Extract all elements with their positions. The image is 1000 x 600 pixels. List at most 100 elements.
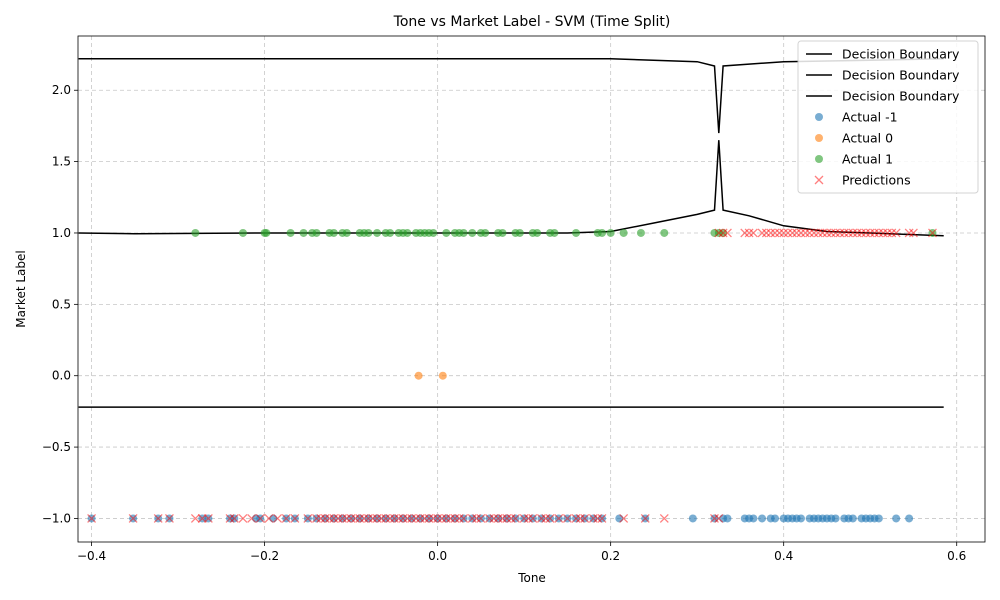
prediction-point bbox=[857, 228, 867, 238]
data-point-actual--1 bbox=[874, 514, 883, 523]
prediction-point bbox=[870, 228, 879, 238]
decision-boundary-line bbox=[78, 140, 944, 237]
legend: Decision Boundary Decision Boundary Decisi… bbox=[797, 40, 979, 194]
prediction-point bbox=[420, 513, 430, 523]
prediction-point bbox=[796, 228, 806, 238]
data-point-actual--1 bbox=[796, 514, 805, 523]
legend-label: Actual -1 bbox=[842, 110, 898, 125]
prediction-point bbox=[541, 513, 551, 523]
grid bbox=[78, 36, 985, 542]
prediction-point bbox=[316, 513, 326, 523]
prediction-point bbox=[766, 228, 776, 238]
data-point-actual-1 bbox=[515, 228, 524, 237]
prediction-point bbox=[128, 513, 138, 523]
legend-entry: Actual -1 bbox=[815, 110, 898, 125]
prediction-point bbox=[524, 513, 533, 523]
prediction-point bbox=[381, 513, 391, 523]
data-point-actual-1 bbox=[533, 228, 542, 237]
data-point-actual-1 bbox=[364, 228, 373, 237]
prediction-point bbox=[506, 513, 516, 523]
prediction-point bbox=[264, 513, 274, 523]
data-point-actual-0 bbox=[438, 371, 447, 380]
prediction-point bbox=[398, 513, 408, 523]
legend-entry: Actual 1 bbox=[815, 152, 893, 167]
prediction-point bbox=[580, 513, 590, 523]
data-point-actual--1 bbox=[905, 514, 914, 523]
prediction-point bbox=[329, 513, 339, 523]
prediction-point bbox=[203, 513, 213, 523]
prediction-point bbox=[441, 513, 451, 523]
prediction-point bbox=[281, 513, 291, 523]
legend-box bbox=[797, 40, 979, 194]
legend-cross-swatch bbox=[814, 175, 824, 185]
data-point-actual--1 bbox=[615, 514, 624, 523]
prediction-point bbox=[225, 513, 235, 523]
y-tick-label: 1.0 bbox=[52, 226, 71, 240]
prediction-point bbox=[800, 228, 810, 238]
x-tick-label: 0.0 bbox=[428, 549, 447, 563]
x-tick-label: 0.2 bbox=[601, 549, 620, 563]
prediction-point bbox=[744, 228, 754, 238]
prediction-point bbox=[597, 513, 607, 523]
prediction-point bbox=[813, 228, 823, 238]
data-point-actual-1 bbox=[299, 228, 308, 237]
plot-frame bbox=[77, 35, 986, 543]
prediction-point bbox=[887, 228, 897, 238]
data-point-actual--1 bbox=[269, 514, 278, 523]
prediction-point bbox=[372, 513, 382, 523]
prediction-point bbox=[891, 228, 901, 238]
prediction-point bbox=[718, 228, 728, 238]
y-tick-label: 2.0 bbox=[52, 83, 71, 97]
prediction-point bbox=[164, 513, 174, 523]
prediction-point bbox=[554, 513, 564, 523]
data-point-actual--1 bbox=[848, 514, 857, 523]
legend-label: Decision Boundary bbox=[842, 89, 960, 104]
prediction-point bbox=[229, 513, 239, 523]
prediction-point bbox=[467, 513, 477, 523]
data-point-actual--1 bbox=[688, 514, 697, 523]
prediction-point bbox=[255, 513, 265, 523]
prediction-point bbox=[446, 513, 456, 523]
prediction-point bbox=[659, 513, 669, 523]
prediction-point bbox=[247, 513, 257, 523]
legend-label: Predictions bbox=[842, 173, 911, 188]
prediction-point bbox=[928, 228, 937, 238]
legend-label: Decision Boundary bbox=[842, 68, 960, 83]
data-point-actual-1 bbox=[312, 228, 321, 237]
data-point-actual--1 bbox=[758, 514, 767, 523]
prediction-point bbox=[848, 228, 858, 238]
prediction-point bbox=[861, 228, 871, 238]
legend-circle-swatch bbox=[815, 113, 823, 121]
prediction-point bbox=[757, 228, 767, 238]
prediction-point bbox=[342, 513, 352, 523]
data-point-actual-1 bbox=[550, 228, 559, 237]
legend-label: Decision Boundary bbox=[842, 47, 960, 62]
legend-entry: Decision Boundary bbox=[806, 89, 960, 104]
data-point-actual-1 bbox=[598, 228, 607, 237]
data-point-actual-1 bbox=[373, 228, 382, 237]
y-axis-label: Market Label bbox=[14, 250, 28, 327]
data-point-actual-1 bbox=[481, 228, 490, 237]
prediction-point bbox=[562, 513, 572, 523]
data-point-actual-1 bbox=[442, 228, 451, 237]
data-point-actual-1 bbox=[286, 228, 295, 237]
data-point-actual--1 bbox=[831, 514, 840, 523]
legend-label: Actual 0 bbox=[842, 131, 893, 146]
prediction-point bbox=[87, 513, 97, 523]
prediction-point bbox=[710, 513, 719, 523]
prediction-point bbox=[783, 228, 793, 238]
prediction-point bbox=[904, 228, 914, 238]
prediction-point bbox=[831, 228, 841, 238]
prediction-point bbox=[238, 513, 248, 523]
prediction-point bbox=[878, 228, 888, 238]
prediction-point bbox=[502, 513, 512, 523]
prediction-point bbox=[792, 228, 802, 238]
data-point-actual--1 bbox=[723, 514, 732, 523]
prediction-point bbox=[536, 513, 546, 523]
legend-entry: Decision Boundary bbox=[806, 47, 960, 62]
prediction-point bbox=[359, 513, 369, 523]
prediction-point bbox=[493, 513, 503, 523]
prediction-point bbox=[826, 228, 836, 238]
prediction-point bbox=[450, 513, 460, 523]
